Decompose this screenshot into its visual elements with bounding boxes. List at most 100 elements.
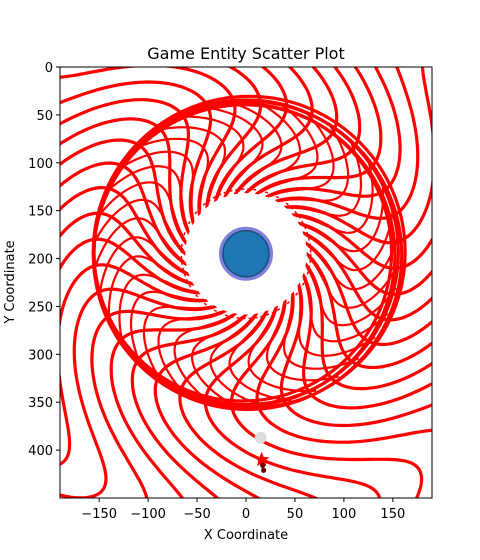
inner-curl: [200, 105, 264, 195]
spiral-arm: [90, 309, 227, 498]
spiral-arm: [297, 221, 432, 296]
spiral-arm: [223, 67, 314, 199]
inner-curl: [306, 267, 397, 327]
inner-curl: [132, 137, 209, 212]
x-axis-label: X Coordinate: [204, 528, 288, 543]
spiral-arm: [60, 80, 213, 225]
spiral-arm: [109, 311, 238, 498]
inner-curl: [228, 313, 292, 402]
spiral-arm: [60, 185, 191, 277]
inner-curl: [118, 273, 197, 347]
x-tick-label: 150: [380, 507, 405, 522]
pickup-marker: [261, 467, 267, 473]
inner-curl: [190, 315, 244, 409]
inner-curl: [173, 313, 233, 405]
spiral-arm: [255, 291, 432, 444]
inner-curl: [157, 310, 223, 397]
y-tick-label: 150: [28, 205, 53, 220]
inner-curl: [98, 236, 187, 300]
inner-curl: [270, 111, 335, 198]
inner-curl: [307, 256, 401, 309]
y-tick-label: 200: [28, 253, 53, 268]
player-marker: [222, 230, 270, 278]
spiral-arm: [244, 67, 362, 195]
inner-curl: [152, 126, 227, 204]
inner-curl: [288, 140, 363, 217]
spiral-arm: [274, 67, 420, 220]
spiral-arm: [283, 67, 432, 245]
spiral-arm: [153, 311, 262, 498]
inner-curl: [116, 150, 195, 220]
spiral-arm: [60, 211, 195, 286]
spiral-arm: [130, 312, 248, 498]
spiral-arm: [233, 67, 339, 196]
y-tick-label: 300: [28, 348, 53, 363]
entity-markers: [219, 226, 273, 473]
inner-curl: [248, 99, 302, 193]
inner-curl: [265, 303, 340, 382]
inner-curl: [107, 255, 191, 324]
inner-curl: [259, 103, 319, 194]
inner-dashed-ring: [180, 188, 312, 320]
spiral-arm: [60, 161, 188, 266]
spiral-arm: [214, 67, 289, 203]
y-axis-label: Y Coordinate: [3, 240, 18, 324]
spiral-arm: [304, 241, 432, 347]
x-tick-label: 100: [331, 507, 356, 522]
chart-title: Game Entity Scatter Plot: [147, 44, 344, 63]
spiral-arm: [229, 298, 424, 498]
spiral-arm: [60, 287, 218, 498]
spiral-arm: [301, 272, 432, 410]
y-tick-label: 350: [28, 396, 53, 411]
star-marker: [254, 451, 270, 467]
pickup-marker: [260, 462, 266, 469]
inner-curl: [247, 309, 317, 393]
y-tick-label: 0: [45, 61, 53, 76]
x-tick-label: −100: [130, 507, 166, 522]
player-ring: [219, 226, 273, 281]
spiral-arm: [265, 67, 402, 199]
x-axis-ticks: −150 −100 −50 0 50 100 150: [81, 498, 405, 522]
ring-band: [91, 94, 407, 410]
ghost-marker: [254, 431, 267, 444]
spiral-arm: [205, 67, 263, 209]
inner-curl: [226, 100, 283, 193]
spiral-arm: [60, 263, 209, 466]
y-tick-label: 400: [28, 444, 53, 459]
spiral-arm: [60, 98, 191, 235]
inner-curl: [142, 305, 213, 384]
inner-curl: [279, 124, 350, 203]
y-tick-label: 250: [28, 300, 53, 315]
spiral-arm: [60, 67, 237, 217]
spiral-arm: [304, 262, 432, 391]
inner-curl: [129, 290, 204, 367]
inner-curl: [103, 165, 190, 230]
inner-curl: [95, 181, 186, 241]
spiral-arm: [60, 138, 187, 256]
spiral-arm: [290, 213, 432, 270]
inner-curl: [305, 208, 394, 272]
inner-curl: [307, 234, 400, 291]
x-tick-label: 50: [287, 507, 304, 522]
x-tick-label: −150: [81, 507, 117, 522]
inner-curl: [295, 160, 374, 234]
inner-curl: [91, 198, 185, 252]
inner-curl: [302, 277, 389, 343]
spiral-arm: [301, 231, 432, 322]
spiral-arm: [254, 67, 383, 196]
inner-curl: [209, 315, 266, 408]
inner-curl: [283, 296, 360, 370]
y-tick-label: 100: [28, 157, 53, 172]
spiral-arm: [60, 117, 188, 245]
x-tick-label: 0: [242, 507, 250, 522]
inner-curl: [92, 217, 185, 274]
inner-curl: [301, 183, 385, 253]
y-axis-ticks: 0 50 100 150 200 250 300 350 400: [28, 61, 60, 459]
inner-curl: [297, 287, 376, 357]
spiral-arm: [60, 237, 202, 295]
spiral-arm: [178, 309, 320, 498]
spiral-arm: [279, 282, 432, 428]
